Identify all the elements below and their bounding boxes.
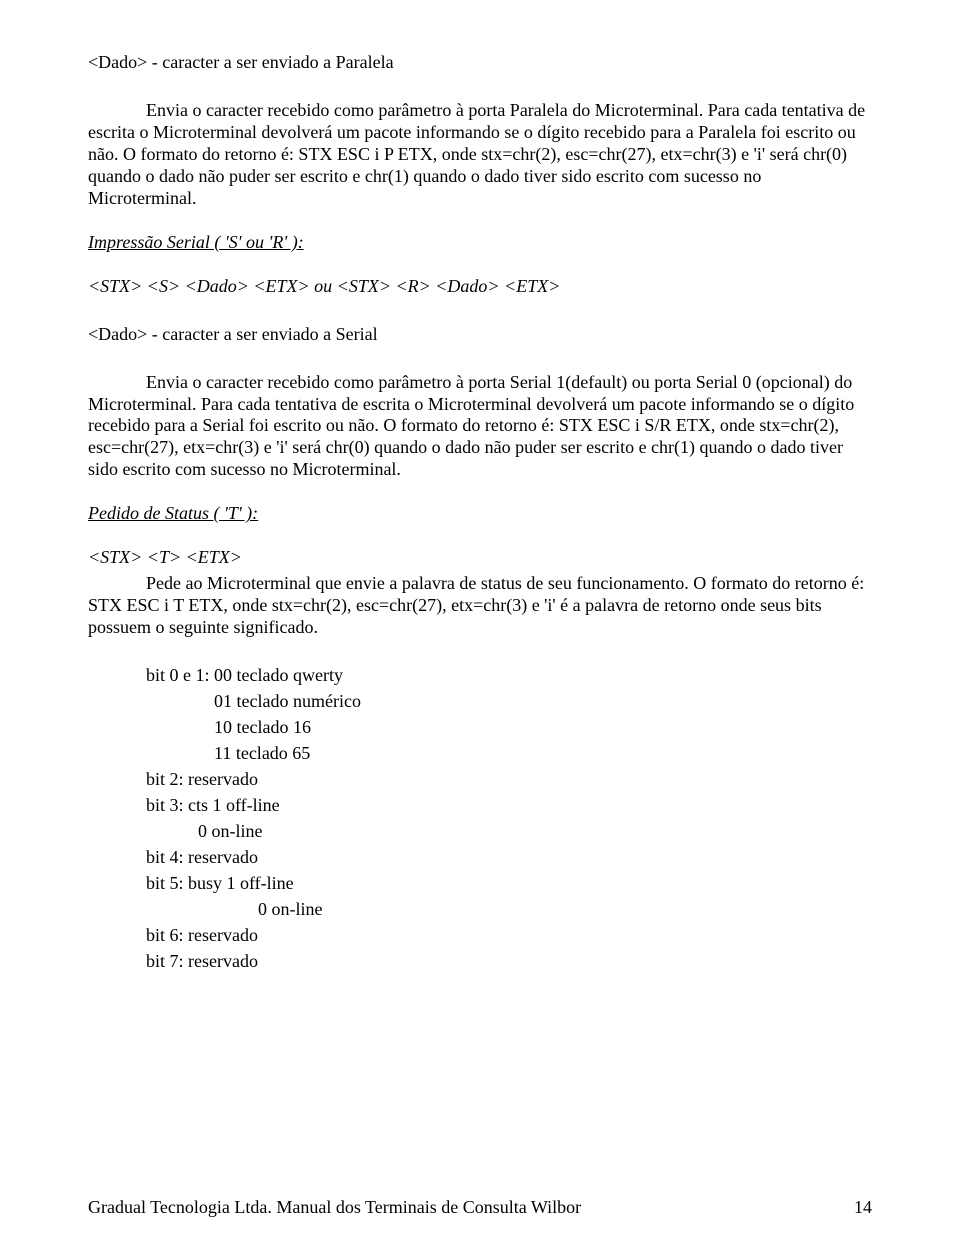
bit-0-1-opt-01: 01 teclado numérico — [214, 691, 872, 713]
heading-pedido-status: Pedido de Status ( 'T' ): — [88, 503, 872, 525]
bit-7: bit 7: reservado — [146, 951, 872, 973]
bit-5-online: 0 on-line — [258, 899, 872, 921]
bit-5: bit 5: busy 1 off-line — [146, 873, 872, 895]
bits-list: bit 0 e 1: 00 teclado qwerty 01 teclado … — [88, 665, 872, 972]
bit-0-1-opt-11: 11 teclado 65 — [214, 743, 872, 765]
bit-4: bit 4: reservado — [146, 847, 872, 869]
footer-text: Gradual Tecnologia Ltda. Manual dos Term… — [88, 1197, 581, 1217]
paragraph-serial-body: Envia o caracter recebido como parâmetro… — [88, 372, 872, 482]
document-page: <Dado> - caracter a ser enviado a Parale… — [0, 0, 960, 1260]
bit-0-1-opt-10: 10 teclado 16 — [214, 717, 872, 739]
bit-6: bit 6: reservado — [146, 925, 872, 947]
bit-2: bit 2: reservado — [146, 769, 872, 791]
command-serial: <STX> <S> <Dado> <ETX> ou <STX> <R> <Dad… — [88, 276, 872, 298]
paragraph-status-body: Pede ao Microterminal que envie a palavr… — [88, 573, 872, 639]
footer-page-number: 14 — [854, 1197, 872, 1218]
paragraph-dado-serial: <Dado> - caracter a ser enviado a Serial — [88, 324, 872, 346]
paragraph-paralela-body: Envia o caracter recebido como parâmetro… — [88, 100, 872, 210]
page-footer: Gradual Tecnologia Ltda. Manual dos Term… — [88, 1197, 872, 1218]
bit-0-1: bit 0 e 1: 00 teclado qwerty — [146, 665, 872, 687]
heading-impressao-serial: Impressão Serial ( 'S' ou 'R' ): — [88, 232, 872, 254]
bit-3-online: 0 on-line — [198, 821, 872, 843]
paragraph-dado-paralela: <Dado> - caracter a ser enviado a Parale… — [88, 52, 872, 74]
command-status: <STX> <T> <ETX> — [88, 547, 872, 569]
bit-3: bit 3: cts 1 off-line — [146, 795, 872, 817]
